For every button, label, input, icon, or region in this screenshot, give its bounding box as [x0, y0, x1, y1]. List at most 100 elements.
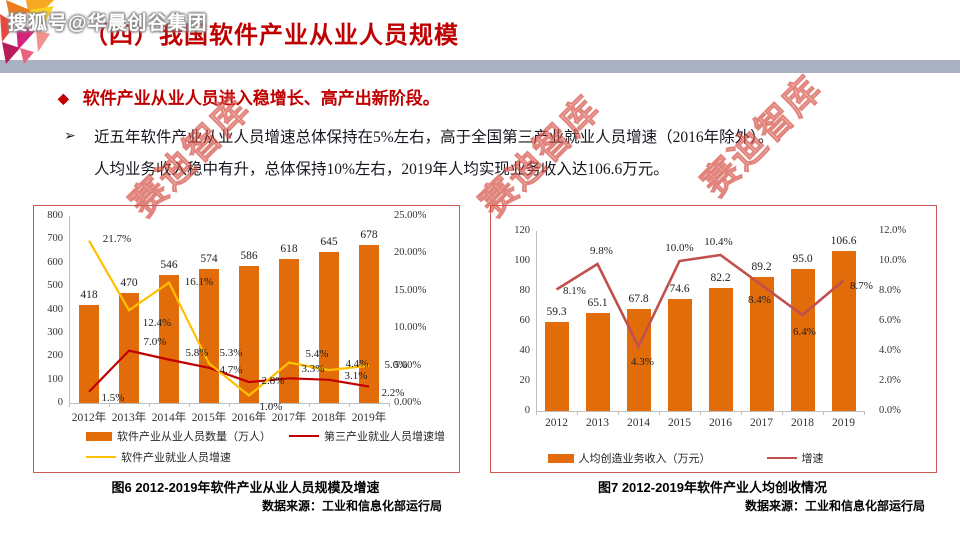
bar-value-label: 418: [80, 289, 98, 302]
line-point-label: 3.3%: [301, 363, 325, 376]
x-axis-category-label: 2017: [750, 417, 773, 429]
bar-value-label: 95.0: [792, 252, 813, 265]
y-axis-line: [536, 231, 537, 411]
legend-label: 第三产业就业人员增速增: [324, 431, 445, 443]
legend-line-swatch: [289, 435, 319, 437]
bar: [667, 299, 692, 411]
bar: [199, 268, 219, 403]
x-axis-category-label: 2013年: [111, 412, 147, 424]
section-subtitle: ◆ 软件产业从业人员进入稳增长、高产出新阶段。: [58, 84, 440, 109]
legend-row: 人均创造业务收入（万元） 增速: [491, 450, 936, 466]
x-axis-category-label: 2012年: [71, 412, 107, 424]
left-axis-tick-label: 200: [47, 350, 63, 362]
legend-item: 第三产业就业人员增速增: [289, 428, 445, 444]
right-axis-tick-label: 8.0%: [879, 285, 901, 296]
right-axis-tick-label: 6.0%: [879, 315, 901, 326]
x-axis-tick: [618, 411, 619, 415]
bar-value-label: 74.6: [669, 283, 690, 296]
x-axis-tick: [577, 411, 578, 415]
x-axis-category-label: 2019年: [351, 412, 387, 424]
x-axis-category-label: 2013: [586, 417, 609, 429]
left-axis-tick-label: 500: [47, 280, 63, 292]
legend-label: 软件产业就业人员增速: [121, 452, 231, 464]
x-axis-category-label: 2014年: [151, 412, 187, 424]
figure6-source: 数据来源：工业和信息化部运行局: [261, 499, 442, 513]
line-point-label: 3.1%: [344, 369, 368, 382]
left-axis-tick-label: 700: [47, 233, 63, 245]
left-axis-tick-label: 0: [524, 405, 530, 416]
x-axis-tick: [69, 403, 70, 407]
line-point-label: 10.4%: [704, 236, 733, 248]
line-point-label: 12.4%: [142, 317, 172, 330]
line-point-label: 8.7%: [850, 279, 873, 292]
x-axis-tick: [229, 403, 230, 407]
legend-item: 人均创造业务收入（万元）: [547, 450, 711, 466]
x-axis-tick: [659, 411, 660, 415]
right-axis-tick-label: 12.0%: [879, 225, 907, 236]
x-axis-category-label: 2019: [832, 417, 855, 429]
bar: [544, 322, 569, 411]
legend-item: 增速: [766, 450, 824, 466]
x-axis-tick: [389, 403, 390, 407]
chart-per-capita-revenue: 120 100 80 60 40 20 0 12.0% 10.0% 8.0% 6.0% 4.0% 2.0…: [490, 205, 937, 473]
line-point-label: 2.2%: [381, 386, 405, 399]
bar: [585, 313, 610, 411]
legend-item: 软件产业从业人员数量（万人）: [86, 428, 271, 444]
bar: [119, 293, 139, 403]
x-axis-tick: [782, 411, 783, 415]
x-axis-tick: [309, 403, 310, 407]
bar: [79, 305, 99, 403]
x-axis-tick: [536, 411, 537, 415]
right-axis-tick-label: 0.00%: [394, 397, 422, 408]
x-axis-category-label: 2018年: [311, 412, 347, 424]
left-axis-tick-label: 0: [57, 397, 63, 408]
right-axis-tick-label: 15.00%: [394, 284, 427, 296]
x-axis-category-label: 2016年: [231, 412, 267, 424]
left-axis-tick-label: 100: [514, 255, 530, 266]
sohu-logo: [0, 0, 54, 64]
figure7-source: 数据来源：工业和信息化部运行局: [744, 499, 925, 513]
line-point-label: 7.0%: [143, 335, 167, 348]
right-axis-tick-label: 10.0%: [879, 255, 907, 266]
bar-value-label: 678: [360, 228, 378, 241]
left-axis-tick-label: 120: [514, 225, 530, 236]
left-axis-tick-label: 40: [519, 345, 531, 356]
diamond-bullet-icon: ◆: [58, 90, 69, 106]
y-axis-line: [69, 216, 70, 403]
x-axis-tick: [149, 403, 150, 407]
arrow-bullet-icon: ➢: [64, 127, 76, 143]
line-point-label: 6.4%: [793, 326, 816, 338]
figure7-caption: 图7 2012-2019年软件产业人均创收情况: [597, 480, 827, 495]
legend-item: 软件产业就业人员增速: [86, 449, 231, 465]
left-axis-tick-label: 80: [519, 285, 531, 296]
bar-value-label: 67.8: [628, 293, 649, 306]
x-axis-category-label: 2015年: [191, 412, 227, 424]
left-axis-tick-label: 100: [47, 373, 63, 385]
bar: [319, 252, 339, 403]
right-axis-tick-label: 10.00%: [394, 322, 427, 334]
right-axis-tick-label: 0.0%: [879, 405, 901, 416]
left-axis-tick-label: 300: [47, 326, 63, 338]
bar-value-label: 470: [120, 277, 138, 290]
line-point-label: 9.8%: [590, 245, 613, 257]
x-axis-tick: [109, 403, 110, 407]
line-point-label: 8.4%: [748, 294, 771, 306]
line-point-label: 10.0%: [665, 242, 694, 254]
right-axis-tick-label: 5.00%: [394, 359, 422, 371]
x-axis-tick: [700, 411, 701, 415]
line-point-label: 21.7%: [102, 232, 132, 245]
left-axis-tick-label: 60: [519, 315, 531, 326]
left-axis-tick-label: 600: [47, 256, 63, 268]
x-axis-tick: [741, 411, 742, 415]
x-axis-category-label: 2015: [668, 417, 691, 429]
legend-row: 软件产业从业人员数量（万人） 第三产业就业人员增速增: [86, 428, 463, 444]
left-axis-tick-label: 20: [519, 375, 531, 386]
legend-label: 软件产业从业人员数量（万人）: [117, 431, 271, 443]
right-axis-tick-label: 2.0%: [879, 375, 901, 386]
x-axis-category-label: 2017年: [271, 412, 307, 424]
line-point-label: 1.5%: [101, 391, 125, 404]
body-line-2: 人均业务收入稳中有升，总体保持10%左右，2019年人均实现业务收入达106.6…: [94, 161, 669, 178]
line-point-label: 5.0%: [384, 358, 408, 371]
legend-row: 软件产业就业人员增速: [86, 449, 249, 465]
